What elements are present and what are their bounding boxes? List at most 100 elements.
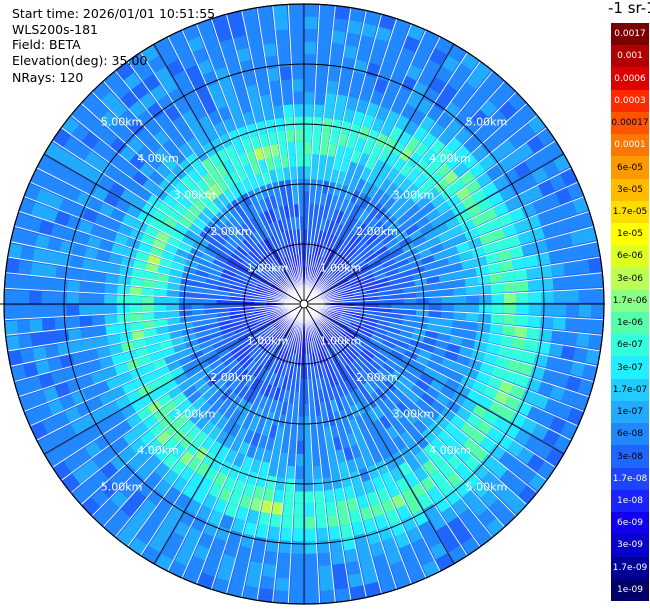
- ray-gate: [218, 320, 232, 327]
- ray-gate: [139, 430, 156, 447]
- ray-gate: [129, 367, 145, 381]
- ray-gate: [405, 372, 420, 385]
- ray-gate: [514, 373, 530, 388]
- ray-gate: [391, 304, 404, 309]
- ray-gate: [104, 294, 117, 304]
- ray-gate: [527, 279, 542, 291]
- ray-gate: [104, 305, 117, 315]
- ray-gate: [537, 209, 554, 226]
- ray-gate: [524, 339, 539, 353]
- ray-gate: [506, 149, 524, 167]
- ray-gate: [292, 403, 299, 417]
- ray-gate: [372, 174, 385, 189]
- ray-gate: [411, 482, 427, 499]
- ray-gate: [157, 393, 173, 407]
- colorbar-tick-label: 0.0017: [614, 29, 646, 40]
- ray-gate: [374, 245, 388, 256]
- ray-gate: [326, 313, 339, 320]
- ray-gate: [187, 204, 202, 218]
- ray-gate: [254, 215, 264, 229]
- ray-gate: [339, 212, 349, 226]
- ray-gate: [463, 227, 479, 241]
- ray-gate: [415, 241, 430, 253]
- ray-gate: [129, 295, 142, 304]
- colorbar-tick-label: 1e-07: [617, 407, 643, 418]
- ray-gate: [163, 379, 179, 393]
- ray-gate: [285, 270, 293, 283]
- ray-gate: [178, 158, 194, 174]
- ray-gate: [287, 269, 294, 282]
- ray-gate: [248, 175, 259, 190]
- ray-gap: [210, 18, 305, 305]
- ray-gate: [337, 319, 350, 327]
- ray-gate: [273, 17, 289, 31]
- ray-gate: [207, 273, 221, 282]
- ray-gate: [440, 311, 454, 319]
- ray-gate: [285, 129, 295, 143]
- ray-gate: [350, 343, 363, 354]
- ray-gate: [406, 136, 421, 152]
- ray-gate: [323, 219, 331, 233]
- ray-gate: [167, 317, 181, 326]
- ray-gate: [392, 387, 407, 401]
- ray-gate: [391, 141, 406, 157]
- ray-gate: [286, 465, 296, 479]
- ray-gate: [128, 100, 146, 119]
- ray-gate: [335, 397, 345, 411]
- ray-gate: [330, 462, 341, 477]
- ray-gate: [117, 372, 133, 386]
- ray-gate: [282, 167, 291, 181]
- ray-gate: [226, 338, 239, 348]
- ray-gate: [216, 148, 230, 164]
- ray-gate: [355, 415, 367, 430]
- ray-gate: [498, 138, 516, 156]
- ray-gate: [432, 250, 447, 261]
- ray-gate: [525, 214, 542, 230]
- ray-gate: [230, 314, 243, 320]
- ray-gate: [322, 260, 331, 273]
- ppi-grid: [0, 3, 605, 605]
- ray-gate: [532, 197, 549, 214]
- colorbar-tick-label: 0.0003: [614, 95, 646, 106]
- ray-gate: [154, 304, 167, 312]
- ray-gate: [239, 335, 252, 345]
- ray-gap: [303, 303, 601, 352]
- ray-gate: [340, 293, 354, 298]
- ray-gate: [315, 179, 323, 193]
- ray-gap: [70, 114, 305, 305]
- ray-gate: [186, 440, 202, 456]
- ray-gate: [585, 241, 601, 258]
- ray-gate: [452, 161, 469, 178]
- ray-gate: [327, 220, 335, 234]
- ray-gate: [353, 164, 365, 179]
- ray-gate: [255, 420, 266, 435]
- ray-gate: [471, 145, 488, 162]
- ray-gate: [449, 335, 463, 346]
- ray-gate: [486, 164, 503, 181]
- ray-gate: [338, 511, 351, 526]
- ray-gate: [334, 370, 344, 384]
- ray-gate: [383, 136, 397, 152]
- ray-gate: [186, 527, 203, 544]
- ray-gate: [231, 395, 243, 409]
- ray-gate: [344, 230, 356, 244]
- ray-gate: [409, 366, 424, 379]
- ray-gate: [167, 209, 183, 223]
- ray-gate: [317, 29, 332, 43]
- ray-gate: [359, 369, 371, 382]
- colorbar-segment: [611, 334, 649, 357]
- ray-gate: [41, 174, 59, 193]
- ray-gate: [349, 189, 361, 204]
- ray-gate: [235, 270, 249, 279]
- ray-gap: [23, 303, 305, 412]
- ray-gate: [453, 295, 467, 304]
- ray-gate: [351, 444, 363, 459]
- ray-gate: [427, 171, 443, 187]
- ray-gate: [289, 591, 304, 604]
- ray-gate: [310, 166, 318, 180]
- ray-gate: [270, 143, 280, 158]
- ray-gate: [419, 115, 436, 132]
- ray-gate: [136, 527, 155, 546]
- ray-gate: [181, 328, 196, 337]
- ray-gate: [204, 349, 218, 361]
